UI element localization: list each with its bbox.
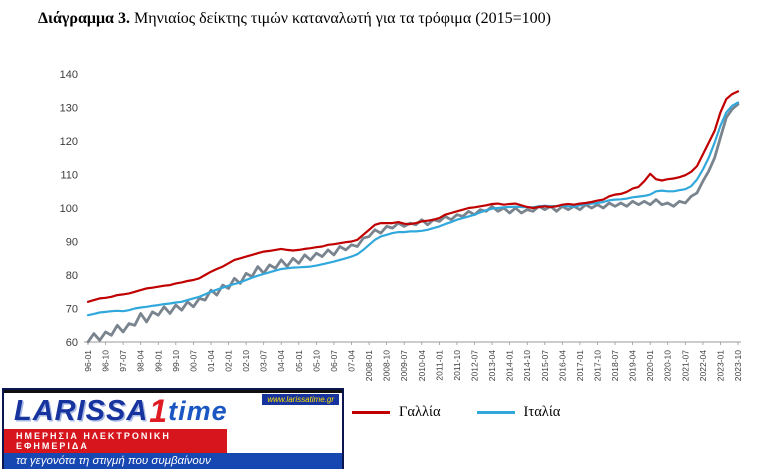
y-tick-label: 120 [60, 136, 78, 148]
y-tick-label: 70 [66, 304, 78, 316]
x-tick-label: 2023-01 [715, 350, 725, 381]
y-tick-label: 80 [66, 270, 78, 282]
legend-item-italia: Ιταλία [476, 404, 561, 421]
legend-label-italia: Ιταλία [523, 404, 561, 420]
x-tick-label: 2021-07 [680, 350, 690, 381]
x-tick-label: 2011-10 [452, 350, 462, 381]
x-tick-label: 2014-10 [522, 350, 532, 381]
y-tick-label: 60 [66, 337, 78, 349]
chart-title-text: Μηνιαίος δείκτης τιμών καταναλωτή για τα… [129, 10, 551, 27]
x-tick-label: 2023-10 [733, 350, 743, 381]
x-tick-label: 2008-01 [364, 350, 374, 381]
larissatime-logo: LARISSA 1 time www.larissatime.gr ΗΜΕΡΗΣ… [2, 388, 344, 469]
x-tick-label: 02-10 [241, 350, 251, 372]
gallia-line-swatch [352, 411, 390, 414]
logo-tagline-2: τα γεγονότα τη στιγμή που συμβαίνουν [4, 453, 342, 469]
x-tick-label: 2015-07 [540, 350, 550, 381]
logo-url: www.larissatime.gr [262, 394, 339, 405]
x-tick-label: 98-04 [136, 350, 146, 372]
x-tick-label: 03-07 [259, 350, 269, 372]
x-tick-label: 05-01 [294, 350, 304, 372]
x-tick-label: 99-10 [171, 350, 181, 372]
x-tick-label: 05-10 [311, 350, 321, 372]
y-tick-label: 110 [60, 170, 78, 182]
x-tick-label: 2008-10 [382, 350, 392, 381]
y-tick-label: 90 [66, 237, 78, 249]
y-tick-label: 140 [60, 69, 78, 81]
x-tick-label: 2013-04 [487, 350, 497, 381]
x-tick-label: 2020-01 [645, 350, 655, 381]
x-tick-label: 96-01 [83, 350, 93, 372]
x-tick-label: 99-01 [153, 350, 163, 372]
logo-brand-accent: time [168, 395, 228, 426]
legend-item-gallia: Γαλλία [352, 404, 441, 421]
series-line-Γαλλία [86, 90, 740, 303]
x-tick-label: 07-04 [347, 350, 357, 372]
chart-legend: Γαλλία Ιταλία [352, 404, 560, 421]
x-tick-label: 00-07 [188, 350, 198, 372]
x-tick-label: 96-10 [101, 350, 111, 372]
x-tick-label: 2010-04 [417, 350, 427, 381]
italia-line-swatch [476, 411, 515, 414]
logo-brand-number: 1 [149, 392, 168, 429]
x-tick-label: 2017-01 [575, 350, 585, 381]
logo-tagline-1: ΗΜΕΡΗΣΙΑ ΗΛΕΚΤΡΟΝΙΚΗ ΕΦΗΜΕΡΙΔΑ [4, 429, 228, 453]
x-tick-label: 2017-10 [593, 350, 603, 381]
x-tick-label: 2009-07 [399, 350, 409, 381]
chart-title: Διάγραμμα 3. Μηνιαίος δείκτης τιμών κατα… [38, 10, 551, 28]
logo-brand-main: LARISSA [14, 394, 149, 427]
chart-title-number: Διάγραμμα 3. [38, 10, 130, 27]
line-chart: 60 70 80 90 100 110 120 130 140 96-01 96-10 97-07 98… [60, 69, 743, 381]
legend-label-gallia: Γαλλία [399, 404, 441, 420]
x-tick-label: 02-01 [224, 350, 234, 372]
x-tick-label: 04-04 [276, 350, 286, 372]
y-tick-label: 100 [60, 203, 78, 215]
x-tick-label: 06-07 [329, 350, 339, 372]
x-axis-tick-labels: 96-01 96-10 97-07 98-04 99-01 99-10 00-07 01-04… [83, 342, 743, 381]
x-tick-label: 2022-04 [698, 350, 708, 381]
y-tick-label: 130 [60, 103, 78, 115]
x-tick-label: 2011-01 [434, 350, 444, 381]
x-tick-label: 2020-10 [663, 350, 673, 381]
logo-wordmark: LARISSA 1 time www.larissatime.gr [4, 390, 342, 429]
x-tick-label: 2012-07 [470, 350, 480, 381]
x-tick-label: 2019-04 [628, 350, 638, 381]
x-tick-label: 01-04 [206, 350, 216, 372]
y-axis-tick-labels: 60 70 80 90 100 110 120 130 140 [60, 69, 78, 349]
x-tick-label: 2014-01 [505, 350, 515, 381]
x-tick-label: 97-07 [118, 350, 128, 372]
x-tick-label: 2018-07 [610, 350, 620, 381]
x-tick-label: 2016-04 [557, 350, 567, 381]
series-line-Ιταλία [86, 101, 740, 317]
